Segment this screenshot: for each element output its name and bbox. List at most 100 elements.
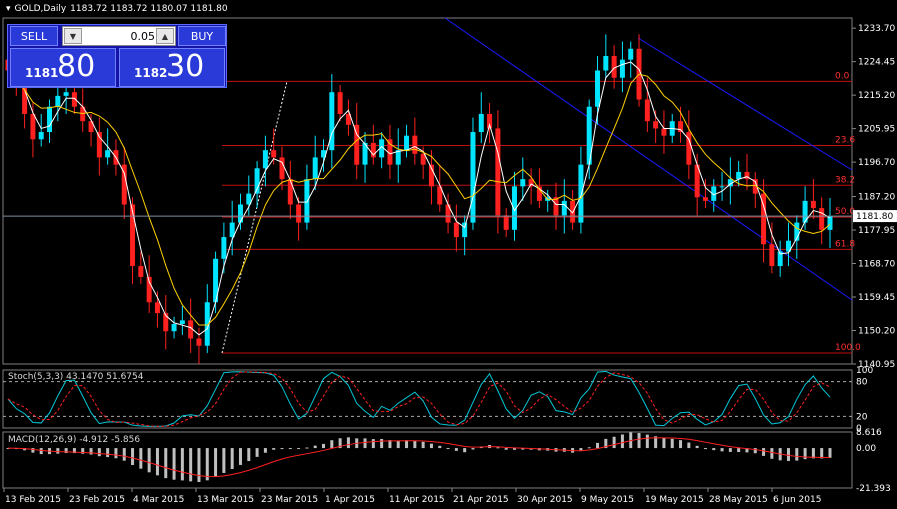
time-axis-label: 19 May 2015 <box>645 495 704 505</box>
macd-histogram-bar <box>280 448 284 450</box>
macd-histogram-bar <box>81 448 85 454</box>
candle-body <box>188 320 194 339</box>
stoch-signal-line <box>7 371 831 427</box>
macd-histogram-bar <box>786 448 790 461</box>
macd-histogram-bar <box>305 447 309 449</box>
macd-histogram-bar <box>620 434 624 449</box>
candle-body <box>271 150 277 158</box>
buy-button[interactable]: BUY <box>178 26 226 46</box>
candle-body <box>561 200 567 216</box>
macd-histogram-bar <box>828 448 832 458</box>
stoch-main-line <box>7 370 831 427</box>
candle-body <box>453 222 459 238</box>
macd-signal-line <box>7 437 831 478</box>
candle-body <box>30 113 36 140</box>
candle-body <box>412 135 418 154</box>
candle-body <box>55 95 61 107</box>
price-axis-label: 1168.70 <box>858 260 895 270</box>
stoch-axis-label: 0 <box>856 424 862 434</box>
macd-histogram-bar <box>695 445 699 449</box>
macd-histogram-bar <box>811 448 815 459</box>
candle-body <box>420 153 426 165</box>
macd-histogram-bar <box>429 443 433 449</box>
macd-histogram-bar <box>180 448 184 481</box>
macd-histogram-bar <box>64 448 68 454</box>
fib-label: 50.0 <box>835 207 855 217</box>
price-axis-label: 1224.45 <box>858 58 895 68</box>
macd-histogram-bar <box>421 441 425 449</box>
macd-histogram-bar <box>645 434 649 449</box>
candle-body <box>47 106 53 133</box>
candle-body <box>536 186 542 201</box>
macd-histogram-bar <box>230 448 234 469</box>
candle-body <box>379 139 385 158</box>
candle-body <box>810 200 816 209</box>
candle-body <box>528 179 534 187</box>
stoch-axis-label: 20 <box>856 412 868 422</box>
time-axis-label: 23 Mar 2015 <box>261 495 318 505</box>
macd-histogram-bar <box>596 442 600 449</box>
candle-body <box>171 323 177 332</box>
time-axis-label: 21 Apr 2015 <box>453 495 509 505</box>
time-axis-label: 9 May 2015 <box>581 495 634 505</box>
macd-histogram-bar <box>737 448 741 453</box>
time-axis-label: 30 Apr 2015 <box>517 495 573 505</box>
lot-size-input[interactable] <box>83 29 155 43</box>
time-axis-label: 1 Apr 2015 <box>325 495 375 505</box>
chart-title: ▾ GOLD,Daily 1183.72 1183.72 1180.07 1181.… <box>6 4 232 14</box>
sell-button[interactable]: SELL <box>10 26 58 46</box>
candle-body <box>761 193 767 245</box>
candle-body <box>304 179 310 223</box>
macd-histogram-bar <box>463 448 467 453</box>
channel-upper-line <box>637 37 853 171</box>
candle-body <box>96 132 102 158</box>
candle-body <box>130 204 136 267</box>
macd-histogram-bar <box>114 448 118 459</box>
time-axis-label: 13 Mar 2015 <box>197 495 254 505</box>
macd-histogram-bar <box>703 448 707 450</box>
candle-body <box>777 251 783 267</box>
macd-histogram-bar <box>612 436 616 449</box>
macd-histogram-bar <box>579 448 583 452</box>
candle-body <box>802 200 808 223</box>
candle-body <box>321 150 327 158</box>
candle-body <box>470 132 476 223</box>
sell-price-button[interactable]: 1181 80 <box>10 48 116 87</box>
candle-body <box>329 92 335 151</box>
candle-body <box>478 113 484 133</box>
macd-histogram-bar <box>97 448 101 457</box>
stoch-frame <box>2 369 853 429</box>
candle-body <box>387 139 393 165</box>
macd-histogram-bar <box>139 448 143 469</box>
candle-body <box>370 142 376 158</box>
candle-body <box>503 215 509 230</box>
candle-body <box>727 179 733 187</box>
macd-histogram-bar <box>712 448 716 451</box>
candle-body <box>88 121 94 133</box>
candle-body <box>163 313 169 332</box>
lot-decrease-icon[interactable]: ▼ <box>64 28 82 44</box>
candle-body <box>603 56 609 71</box>
candle-body <box>736 171 742 180</box>
price-axis-label: 1140.95 <box>858 360 895 370</box>
macd-histogram-bar <box>214 448 218 477</box>
candle-body <box>445 204 451 223</box>
candle-body <box>246 193 252 205</box>
buy-price-button[interactable]: 1182 30 <box>119 48 225 87</box>
macd-histogram-bar <box>720 448 724 452</box>
stoch-label: Stoch(5,3,3) 43.1470 51.6754 <box>8 372 144 382</box>
stoch-axis-label: 100 <box>856 366 873 376</box>
macd-histogram-bar <box>662 438 666 449</box>
macd-histogram-bar <box>338 438 342 449</box>
price-axis-label: 1233.70 <box>858 24 895 34</box>
macd-histogram-bar <box>371 439 375 449</box>
macd-histogram-bar <box>322 443 326 449</box>
candle-body <box>595 70 601 107</box>
macd-frame <box>2 431 853 489</box>
lot-increase-icon[interactable]: ▲ <box>156 28 174 44</box>
price-axis-label: 1205.95 <box>858 125 895 135</box>
macd-histogram-bar <box>255 448 259 457</box>
macd-histogram-bar <box>106 448 110 458</box>
buy-price-major: 1182 <box>134 66 168 80</box>
